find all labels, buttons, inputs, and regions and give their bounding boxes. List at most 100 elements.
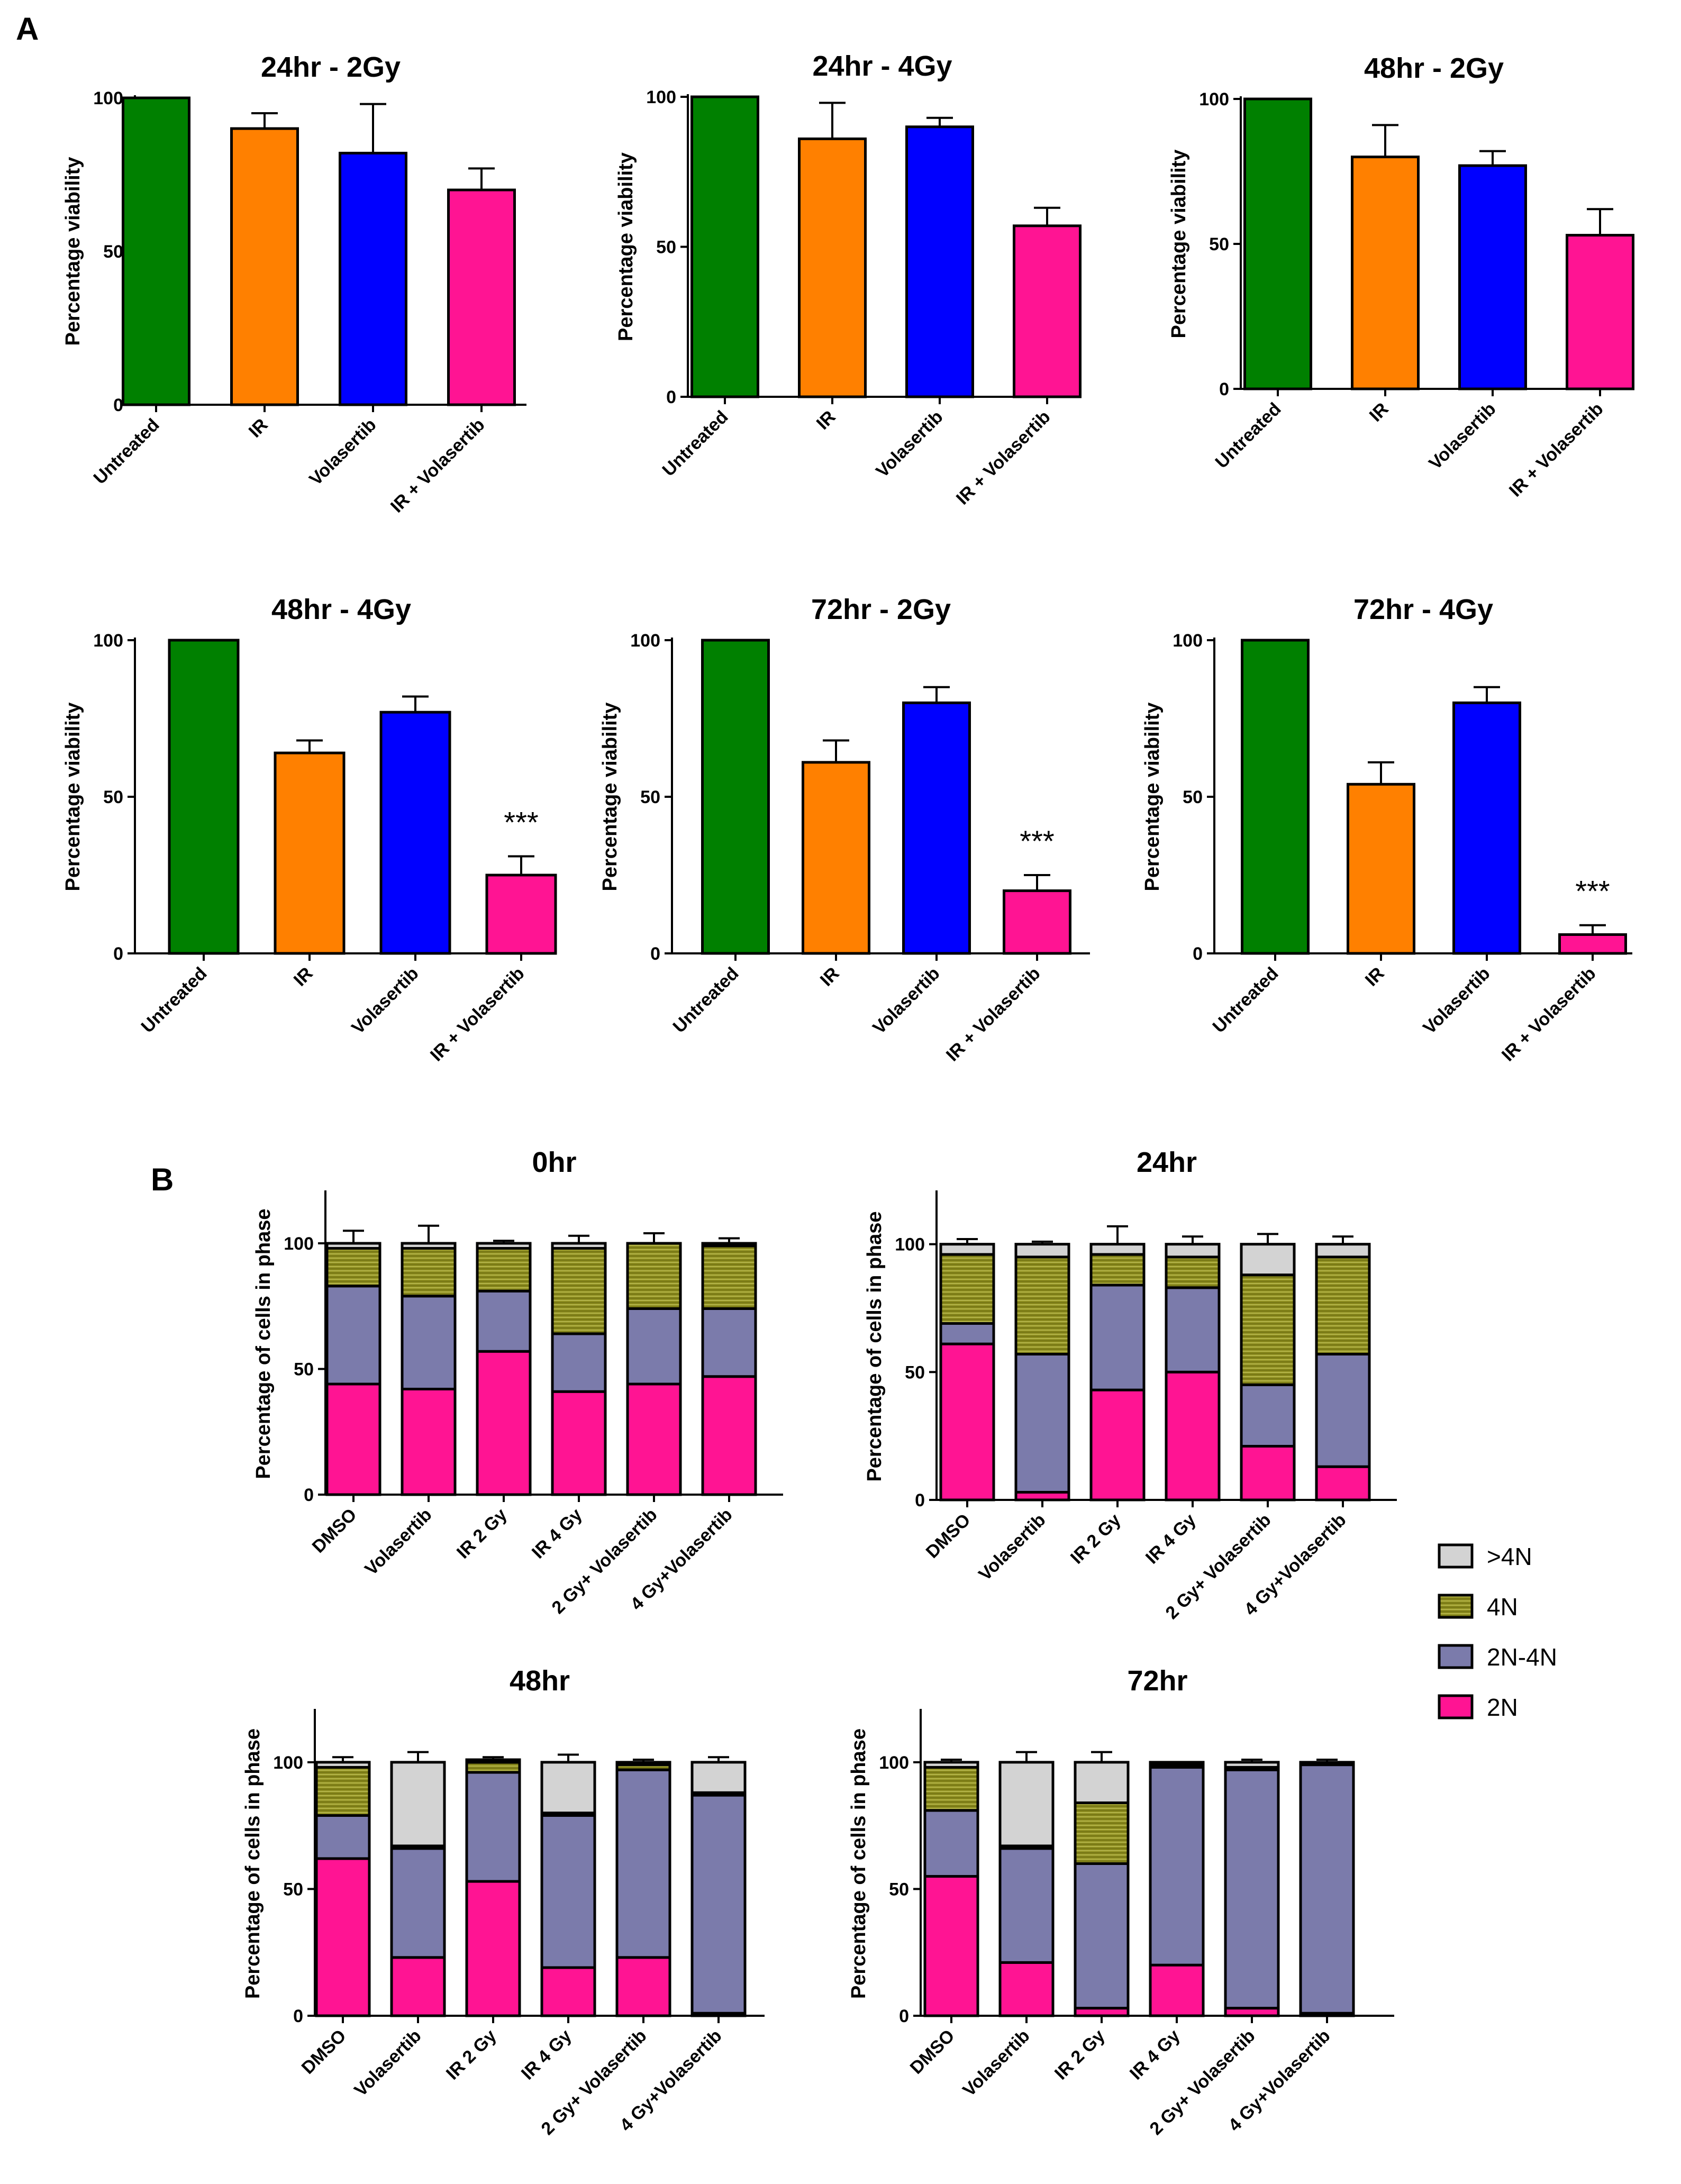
- stack-segment-2N-4N: [923, 1809, 979, 1878]
- legend-item-4n: 4N: [1438, 1593, 1518, 1621]
- bar-1: [1347, 782, 1415, 955]
- stack-segment-4N: [401, 1247, 457, 1298]
- category-label: Volasertib: [872, 407, 947, 481]
- stack-segment->4N: [939, 1243, 995, 1256]
- stack-segment-2N: [315, 1857, 371, 2017]
- stack-segment->4N: [1074, 1761, 1130, 1804]
- category-label: IR: [816, 963, 843, 990]
- chart-title: 48hr - 4Gy: [271, 594, 411, 625]
- category-label: IR 2 Gy: [1067, 1510, 1125, 1568]
- significance-label: ***: [1575, 875, 1610, 908]
- category-label: IR: [1361, 963, 1388, 990]
- y-tick-label: 50: [656, 238, 676, 258]
- bar-0: [1243, 97, 1312, 390]
- stack-segment->4N: [325, 1242, 381, 1250]
- y-tick-label: 50: [294, 1360, 314, 1380]
- stack-segment->4N: [1014, 1243, 1070, 1259]
- chart-title: 72hr - 4Gy: [1353, 594, 1493, 625]
- bar-2: [1458, 164, 1527, 390]
- stack-segment-2N-4N: [540, 1814, 596, 1969]
- bar-0: [168, 639, 240, 955]
- stack-segment-2N: [701, 1375, 757, 1496]
- chart-8: 48hr Percentage of cells in phase 0 50 100 DM…: [242, 1665, 765, 2139]
- stack-segment-2N-4N: [1149, 1766, 1205, 1967]
- y-tick-label: 100: [93, 88, 123, 108]
- chart-4: 72hr - 2Gy Percentage viability 0 50 100 Untr…: [599, 594, 1090, 1066]
- stack-segment-2N: [923, 1874, 979, 2017]
- y-tick-label: 100: [879, 1753, 909, 1773]
- category-label: Volasertib: [869, 963, 943, 1038]
- category-label: Volasertib: [305, 415, 380, 489]
- y-tick-label: 50: [103, 787, 123, 807]
- stack-segment-4N: [939, 1253, 995, 1325]
- bar-1: [230, 127, 299, 406]
- category-label: DMSO: [308, 1505, 361, 1557]
- stack-segment-2N: [465, 1880, 521, 2017]
- bar-0: [701, 639, 770, 955]
- category-label: IR + Volasertib: [1505, 399, 1607, 501]
- stack-segment->4N: [923, 1761, 979, 1769]
- category-label: IR 4 Gy: [528, 1505, 586, 1563]
- stack-segment-4N: [465, 1761, 521, 1774]
- stack-segment-2N-4N: [315, 1814, 371, 1860]
- stack-segment-2N-4N: [551, 1332, 607, 1393]
- bar-3: [485, 873, 557, 955]
- y-tick-label: 0: [304, 1485, 314, 1505]
- y-axis-label: Percentage viability: [599, 703, 621, 891]
- y-tick-label: 0: [650, 944, 660, 964]
- y-tick-label: 50: [1209, 234, 1229, 254]
- stack-segment->4N: [1315, 1243, 1371, 1259]
- chart-title: 24hr - 4Gy: [812, 50, 952, 82]
- y-tick-label: 50: [283, 1879, 303, 1899]
- panel-label-a: A: [16, 11, 39, 47]
- y-axis-label: Percentage of cells in phase: [848, 1728, 870, 1999]
- category-label: IR + Volasertib: [387, 415, 489, 517]
- bar-2: [905, 125, 974, 398]
- chart-2: 48hr - 2Gy Percentage viability 0 50 100 Untr…: [1168, 52, 1634, 501]
- stack-segment-4N: [1074, 1801, 1130, 1865]
- stack-segment-2N: [615, 1956, 671, 2017]
- bar-2: [902, 701, 971, 955]
- legend-label-2n-4n: 2N-4N: [1487, 1643, 1557, 1671]
- y-axis-label: Percentage viability: [615, 152, 637, 341]
- y-tick-label: 100: [646, 87, 676, 107]
- stack-segment-2N-4N: [690, 1794, 747, 2015]
- category-label: Untreated: [1212, 399, 1285, 472]
- chart-title: 24hr: [1137, 1146, 1197, 1178]
- legend-label-gt4n: >4N: [1487, 1543, 1532, 1570]
- stack-segment-2N: [939, 1342, 995, 1502]
- stack-segment-4N: [325, 1247, 381, 1288]
- category-label: Volasertib: [350, 2026, 425, 2100]
- chart-5: 72hr - 4Gy Percentage viability 0 50 100 Untr…: [1141, 594, 1632, 1066]
- y-axis-label: Percentage of cells in phase: [252, 1208, 275, 1479]
- y-tick-label: 100: [93, 631, 123, 651]
- category-label: IR 2 Gy: [1051, 2026, 1109, 2084]
- y-tick-label: 50: [1183, 787, 1203, 807]
- stack-segment-2N-4N: [465, 1771, 521, 1883]
- y-tick-label: 100: [895, 1235, 925, 1255]
- bar-3: [1558, 933, 1627, 955]
- bar-3: [1566, 234, 1634, 390]
- chart-title: 0hr: [532, 1146, 576, 1178]
- stack-segment-2N: [1165, 1370, 1221, 1502]
- chart-title: 24hr - 2Gy: [261, 51, 401, 83]
- stack-segment-2N-4N: [939, 1322, 995, 1345]
- category-label: Untreated: [1209, 963, 1283, 1037]
- chart-3: 48hr - 4Gy Percentage viability 0 50 100 Untr…: [62, 594, 557, 1066]
- stack-segment-4N: [551, 1247, 607, 1335]
- chart-title: 72hr - 2Gy: [811, 594, 951, 625]
- y-tick-label: 100: [273, 1753, 303, 1773]
- legend-swatch-2n-4n: [1438, 1644, 1474, 1669]
- bar-3: [1003, 889, 1071, 955]
- stack-segment->4N: [998, 1761, 1055, 1848]
- stack-segment-4N: [1315, 1255, 1371, 1355]
- chart-title: 48hr - 2Gy: [1364, 52, 1504, 84]
- bar-3: [1013, 224, 1082, 398]
- stack-segment-2N-4N: [325, 1285, 381, 1386]
- y-tick-label: 100: [284, 1234, 314, 1254]
- stack-segment-4N: [315, 1766, 371, 1817]
- category-label: IR 4 Gy: [1142, 1510, 1200, 1568]
- stack-segment-4N: [923, 1766, 979, 1812]
- category-label: IR: [813, 407, 840, 434]
- category-label: IR: [1366, 399, 1393, 426]
